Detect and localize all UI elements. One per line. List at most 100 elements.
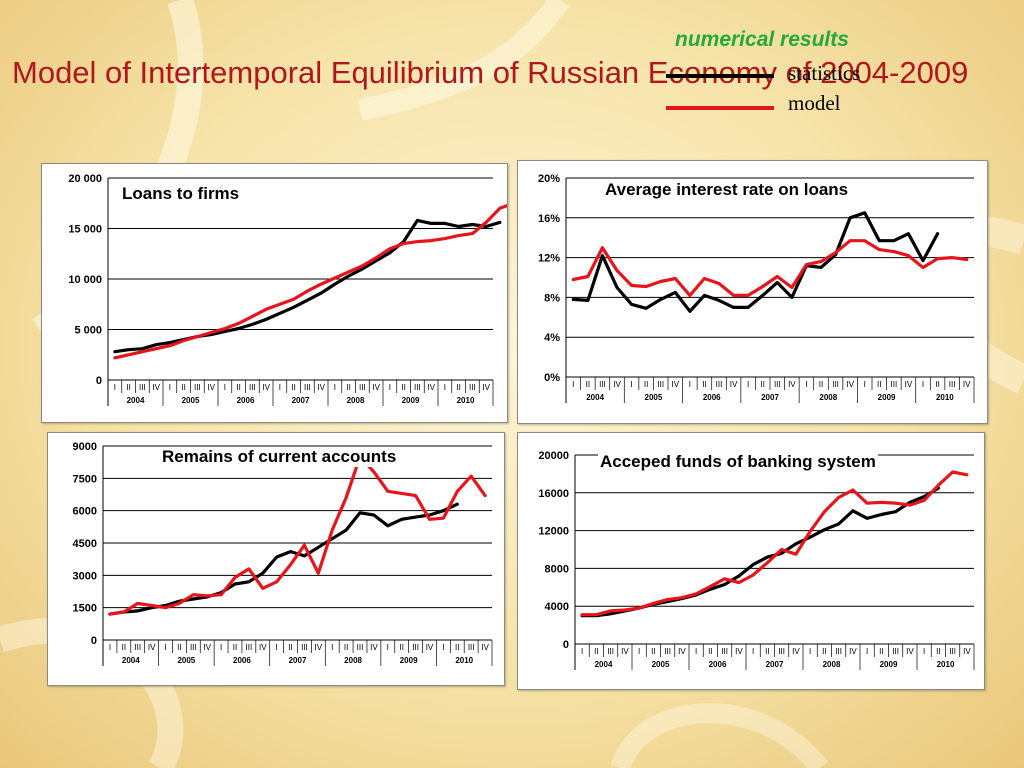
year-label: 2007 bbox=[289, 656, 307, 665]
quarter-label: I bbox=[114, 383, 116, 392]
quarter-label: I bbox=[864, 380, 866, 389]
series-line-model bbox=[108, 455, 487, 616]
quarter-label: IV bbox=[482, 383, 490, 392]
y-tick-label: 20% bbox=[538, 173, 560, 185]
quarter-label: I bbox=[581, 647, 583, 656]
quarter-label: IV bbox=[963, 380, 971, 389]
series-line-model bbox=[113, 204, 507, 360]
quarter-label: I bbox=[109, 643, 111, 652]
quarter-label: II bbox=[399, 643, 403, 652]
quarter-label: II bbox=[936, 647, 940, 656]
quarter-label: IV bbox=[613, 380, 621, 389]
quarter-label: III bbox=[657, 380, 664, 389]
quarter-label: I bbox=[572, 380, 574, 389]
quarter-label: I bbox=[695, 647, 697, 656]
quarter-label: II bbox=[760, 380, 764, 389]
y-tick-label: 5 000 bbox=[74, 325, 102, 337]
year-label: 2006 bbox=[709, 660, 727, 669]
quarter-label: III bbox=[607, 647, 614, 656]
quarter-label: III bbox=[139, 383, 146, 392]
year-label: 2005 bbox=[182, 396, 200, 405]
y-tick-label: 0 bbox=[563, 639, 569, 651]
quarter-label: IV bbox=[207, 383, 215, 392]
quarter-label: I bbox=[442, 643, 444, 652]
quarter-label: IV bbox=[846, 380, 854, 389]
series-line-statistics bbox=[571, 211, 940, 313]
y-tick-label: 7500 bbox=[73, 473, 97, 485]
y-tick-label: 4% bbox=[544, 332, 560, 344]
year-label: 2005 bbox=[652, 660, 670, 669]
quarter-label: III bbox=[301, 643, 308, 652]
y-tick-label: 12% bbox=[538, 253, 560, 265]
quarter-label: IV bbox=[963, 647, 971, 656]
quarter-label: III bbox=[304, 383, 311, 392]
quarter-label: I bbox=[387, 643, 389, 652]
quarter-label: III bbox=[664, 647, 671, 656]
quarter-label: III bbox=[246, 643, 253, 652]
quarter-label: I bbox=[805, 380, 807, 389]
quarter-label: III bbox=[949, 380, 956, 389]
quarter-label: I bbox=[630, 380, 632, 389]
year-label: 2007 bbox=[766, 660, 784, 669]
quarter-label: III bbox=[774, 380, 781, 389]
quarter-label: I bbox=[276, 643, 278, 652]
y-tick-label: 8% bbox=[544, 292, 560, 304]
chart-interest-rate: 0%4%8%12%16%20%I II III IV I II III IV I II III IV I… bbox=[538, 173, 975, 403]
y-tick-label: 1500 bbox=[73, 603, 97, 615]
quarter-label: IV bbox=[427, 383, 435, 392]
quarter-label: IV bbox=[735, 647, 743, 656]
quarter-label: IV bbox=[203, 643, 211, 652]
y-tick-label: 9000 bbox=[73, 441, 97, 453]
quarter-label: III bbox=[599, 380, 606, 389]
year-label: 2006 bbox=[703, 393, 721, 402]
year-label: 2007 bbox=[292, 396, 310, 405]
quarter-label: II bbox=[122, 643, 126, 652]
year-label: 2004 bbox=[122, 656, 140, 665]
quarter-label: II bbox=[291, 383, 295, 392]
year-label: 2010 bbox=[457, 396, 475, 405]
y-tick-label: 0 bbox=[96, 375, 102, 387]
quarter-label: II bbox=[708, 647, 712, 656]
quarter-label: II bbox=[594, 647, 598, 656]
quarter-label: II bbox=[181, 383, 185, 392]
quarter-label: III bbox=[357, 643, 364, 652]
year-label: 2010 bbox=[455, 656, 473, 665]
y-tick-label: 4500 bbox=[73, 538, 97, 550]
quarter-label: II bbox=[651, 647, 655, 656]
legend-label-model: model bbox=[788, 91, 841, 115]
y-tick-label: 4000 bbox=[545, 601, 569, 613]
quarter-label: II bbox=[765, 647, 769, 656]
chart-panel-interest-rate: 0% 4% 8% 12% 16% 20% I II III IV I II III IV I II III IV I… bbox=[517, 160, 988, 424]
quarter-label: III bbox=[721, 647, 728, 656]
year-label: 2009 bbox=[402, 396, 420, 405]
quarter-label: III bbox=[716, 380, 723, 389]
quarter-label: I bbox=[164, 643, 166, 652]
legend-heading: numerical results bbox=[675, 28, 849, 51]
quarter-label: IV bbox=[262, 383, 270, 392]
y-tick-label: 12000 bbox=[538, 526, 569, 538]
quarter-label: II bbox=[455, 643, 459, 652]
series-line-statistics bbox=[108, 502, 459, 616]
quarter-label: I bbox=[752, 647, 754, 656]
quarter-label: I bbox=[169, 383, 171, 392]
year-label: 2006 bbox=[233, 656, 251, 665]
year-label: 2008 bbox=[347, 396, 365, 405]
quarter-label: I bbox=[922, 380, 924, 389]
year-label: 2005 bbox=[645, 393, 663, 402]
quarter-label: IV bbox=[788, 380, 796, 389]
quarter-label: III bbox=[469, 383, 476, 392]
quarter-label: III bbox=[249, 383, 256, 392]
quarter-label: IV bbox=[672, 380, 680, 389]
y-tick-label: 16000 bbox=[538, 488, 569, 500]
quarter-label: IV bbox=[905, 380, 913, 389]
quarter-label: II bbox=[401, 383, 405, 392]
year-label: 2010 bbox=[936, 393, 954, 402]
quarter-label: IV bbox=[315, 643, 323, 652]
quarter-label: I bbox=[334, 383, 336, 392]
quarter-label: IV bbox=[481, 643, 489, 652]
legend-line-statistics bbox=[666, 74, 774, 78]
quarter-label: IV bbox=[426, 643, 434, 652]
quarter-label: II bbox=[702, 380, 706, 389]
